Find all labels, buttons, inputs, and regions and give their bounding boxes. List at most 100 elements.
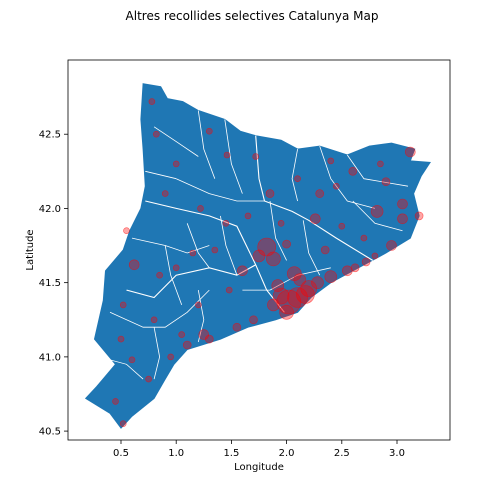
comarca-boundary <box>269 200 287 261</box>
y-tick-label: 41.0 <box>39 352 61 363</box>
collection-point <box>223 151 231 159</box>
collection-point <box>361 257 371 267</box>
x-tick-label: 3.0 <box>389 448 405 459</box>
comarca-boundary <box>346 154 409 187</box>
comarca-boundary <box>291 149 298 202</box>
comarca-boundary <box>197 290 205 343</box>
y-tick-label: 42.5 <box>39 130 61 141</box>
collection-point <box>397 213 408 225</box>
collection-points-layer <box>112 98 424 428</box>
collection-point <box>341 265 353 277</box>
collection-point <box>293 273 307 287</box>
collection-point <box>381 177 391 186</box>
collection-point <box>119 420 127 428</box>
collection-point <box>252 249 266 263</box>
x-tick-label: 1.5 <box>223 448 239 459</box>
collection-point <box>178 331 185 338</box>
collection-point <box>189 249 197 257</box>
collection-point <box>206 127 213 135</box>
comarca-boundary <box>197 110 216 179</box>
comarca-boundary <box>153 126 199 157</box>
collection-point <box>386 240 397 251</box>
collection-point <box>257 237 277 257</box>
collection-point <box>167 353 174 361</box>
collection-point <box>279 304 294 320</box>
collection-point <box>225 286 233 294</box>
comarca-boundary <box>319 145 376 209</box>
x-axis-label: Longitude <box>234 462 284 473</box>
collection-point <box>222 220 230 227</box>
collection-point <box>195 301 202 309</box>
collection-point <box>237 265 248 277</box>
province-boundary <box>255 135 373 261</box>
comarca-boundary <box>352 200 403 232</box>
x-tick-label: 2.5 <box>334 448 350 459</box>
collection-point <box>148 98 156 105</box>
x-tick-label: 1.0 <box>168 448 184 459</box>
comarca-boundary-layer <box>98 110 409 380</box>
collection-point <box>282 239 291 249</box>
collection-point <box>117 335 125 343</box>
y-tick-label: 40.5 <box>39 427 61 438</box>
collection-point <box>161 190 169 197</box>
collection-point <box>182 340 192 350</box>
x-tick-label: 2.0 <box>279 448 295 459</box>
collection-point <box>150 316 158 324</box>
collection-point <box>211 246 219 254</box>
collection-point <box>404 146 416 158</box>
figure-title: Altres recollides selectives Catalunya M… <box>126 9 379 23</box>
comarca-boundary <box>131 237 210 254</box>
collection-point <box>244 212 252 220</box>
catalunya-region <box>84 83 431 429</box>
collection-point <box>232 322 242 332</box>
collection-point <box>271 279 285 292</box>
collection-point <box>320 245 330 255</box>
x-axis-ticks: 0.5 1.0 1.5 2.0 2.5 3.0 <box>113 440 405 459</box>
plot-area <box>84 83 431 429</box>
comarca-boundary <box>220 215 238 276</box>
province-boundary <box>126 264 256 299</box>
collection-point <box>311 276 324 290</box>
comarca-boundary <box>176 178 265 202</box>
collection-point <box>327 157 335 165</box>
collection-point <box>128 259 140 271</box>
collection-point <box>294 175 301 182</box>
collection-point <box>112 398 119 405</box>
collection-point <box>377 160 384 168</box>
collection-point <box>128 356 136 364</box>
y-tick-label: 41.5 <box>39 278 61 289</box>
collection-point <box>145 375 152 383</box>
x-tick-label: 0.5 <box>113 448 129 459</box>
collection-point <box>277 220 285 227</box>
comarca-boundary <box>302 220 321 276</box>
catalunya-region-layer <box>84 83 431 429</box>
comarca-boundary <box>224 119 243 194</box>
y-axis-ticks: 40.5 41.0 41.5 42.0 42.5 <box>39 130 68 438</box>
collection-point <box>370 205 384 218</box>
collection-point <box>414 211 424 221</box>
comarca-boundary <box>242 267 331 291</box>
collection-point <box>350 263 360 273</box>
collection-point <box>267 298 280 312</box>
comarca-boundary <box>109 289 210 328</box>
axes-frame <box>67 59 451 441</box>
collection-point <box>265 189 275 198</box>
collection-point <box>249 315 258 325</box>
comarca-boundary <box>145 170 177 180</box>
comarca-boundary <box>153 327 161 380</box>
collection-point <box>156 271 163 279</box>
collection-point <box>198 329 210 340</box>
collection-point <box>338 222 346 230</box>
collection-point <box>287 287 308 308</box>
collection-point <box>348 167 358 176</box>
collection-point <box>172 160 180 168</box>
collection-point <box>332 182 340 190</box>
collection-point <box>309 213 321 225</box>
collection-point <box>371 252 379 260</box>
collection-point <box>172 264 180 272</box>
collection-point <box>123 227 130 234</box>
collection-point <box>266 251 281 267</box>
collection-point <box>119 301 127 309</box>
collection-point <box>360 234 368 242</box>
